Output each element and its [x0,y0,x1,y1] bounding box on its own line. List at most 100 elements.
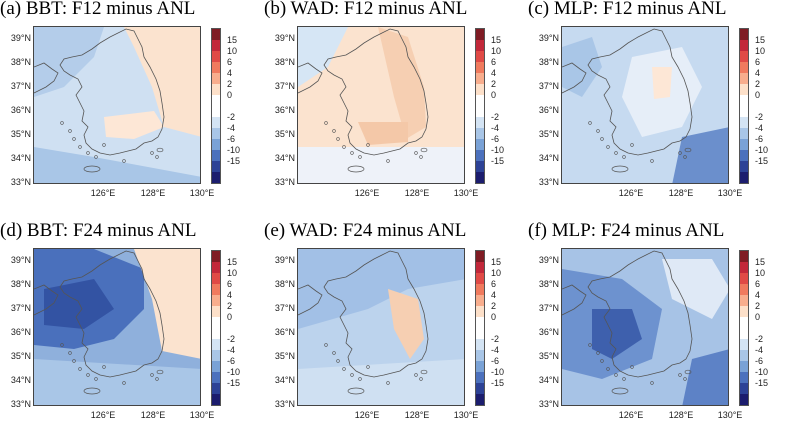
colorbar-segment [212,339,220,350]
lat-tick-label: 39°N [274,255,295,265]
lon-tick-label: 130°E [453,410,479,420]
colorbar-segment [740,306,748,317]
colorbar-label: 4 [227,290,233,300]
colorbar-segment [212,284,220,295]
lat-tick-label: 37°N [10,303,31,313]
colorbar-segment [212,73,220,84]
map-panel: (f) MLP: F24 minus ANL 39°N 38°N 37°N 36°N 35… [528,220,792,430]
lat-tick-label: 36°N [10,105,31,115]
colorbar-segment [740,394,748,405]
colorbar-segment [476,394,484,405]
colorbar-segment [740,128,748,139]
lat-tick-label: 33°N [10,177,31,187]
colorbar-label: -4 [491,345,500,355]
map-plot [561,26,729,184]
lat-tick-label: 33°N [274,177,295,187]
colorbar-segment [476,262,484,273]
colorbar-label: -2 [227,334,236,344]
colorbar-segment [740,51,748,62]
colorbar-segment [740,150,748,161]
colorbar-label: -4 [755,123,764,133]
colorbar-label: -4 [227,345,236,355]
lon-tick-label: 128°E [404,188,430,198]
colorbar-label: 4 [491,290,497,300]
colorbar-label: 15 [491,257,502,267]
panel-title: (e) WAD: F24 minus ANL [264,220,467,241]
colorbar-segment [212,172,220,183]
colorbar-segment [476,273,484,284]
colorbar-label: 0 [491,312,497,322]
lon-tick-label: 128°E [140,410,166,420]
colorbar-segment [740,62,748,73]
colorbar-label: 2 [755,301,761,311]
colorbar-segment [740,350,748,361]
colorbar-segment [212,372,220,383]
colorbar-segment [212,150,220,161]
colorbar-label: -2 [491,334,500,344]
colorbar-segment [212,117,220,128]
colorbar-label: -6 [227,356,236,366]
lat-tick-label: 33°N [538,177,559,187]
colorbar-segment [476,339,484,350]
colorbar-segment [740,106,748,117]
map-panel: (d) BBT: F24 minus ANL 39°N 38°N 37°N 36°N 35… [0,220,264,430]
colorbar-segment [212,251,220,262]
colorbar-segment [212,161,220,172]
colorbar-label: 6 [227,279,233,289]
colorbar-segment [476,51,484,62]
colorbar-label: 10 [227,268,238,278]
colorbar-label: 0 [227,312,233,322]
lon-tick-label: 126°E [618,410,644,420]
map-panel: (a) BBT: F12 minus ANL 39°N 38°N 37°N 36°N 35… [0,0,264,208]
colorbar [211,28,221,184]
colorbar-label: 10 [227,46,238,56]
lon-tick-label: 126°E [90,188,116,198]
colorbar-segment [212,273,220,284]
colorbar-segment [740,295,748,306]
colorbar-segment [740,95,748,106]
lat-tick-label: 35°N [10,351,31,361]
lon-tick-label: 130°E [189,188,215,198]
colorbar-label: 10 [755,268,766,278]
colorbar-segment [212,295,220,306]
map-panel: (c) MLP: F12 minus ANL 39°N 38°N 37°N 36°N 35… [528,0,792,208]
colorbar-segment [740,251,748,262]
lat-tick-label: 37°N [274,81,295,91]
colorbar-label: 0 [755,312,761,322]
colorbar-segment [740,161,748,172]
colorbar-segment [740,339,748,350]
colorbar [211,250,221,406]
colorbar-segment [476,73,484,84]
colorbar-label: 4 [491,68,497,78]
lon-tick-label: 126°E [618,188,644,198]
colorbar-label: 6 [755,279,761,289]
colorbar-segment [476,383,484,394]
lat-tick-label: 35°N [274,129,295,139]
lat-tick-label: 38°N [538,57,559,67]
colorbar-label: 15 [491,35,502,45]
colorbar-segment [476,306,484,317]
colorbar-label: 10 [491,46,502,56]
lat-tick-label: 34°N [538,375,559,385]
lat-tick-label: 39°N [10,255,31,265]
colorbar-segment [740,273,748,284]
lat-tick-label: 38°N [274,57,295,67]
colorbar-label: -10 [491,367,505,377]
colorbar-segment [212,29,220,40]
colorbar-segment [476,328,484,339]
colorbar-segment [476,128,484,139]
lon-tick-label: 130°E [189,410,215,420]
colorbar-segment [740,383,748,394]
lon-tick-label: 128°E [668,188,694,198]
lat-tick-label: 38°N [538,279,559,289]
colorbar-label: -4 [491,123,500,133]
lat-tick-label: 38°N [10,279,31,289]
colorbar-label: -6 [755,356,764,366]
colorbar-segment [476,161,484,172]
colorbar-label: 15 [755,35,766,45]
lon-tick-label: 126°E [354,188,380,198]
colorbar-segment [476,295,484,306]
colorbar-segment [476,84,484,95]
lat-tick-label: 33°N [10,399,31,409]
lat-tick-label: 37°N [538,303,559,313]
